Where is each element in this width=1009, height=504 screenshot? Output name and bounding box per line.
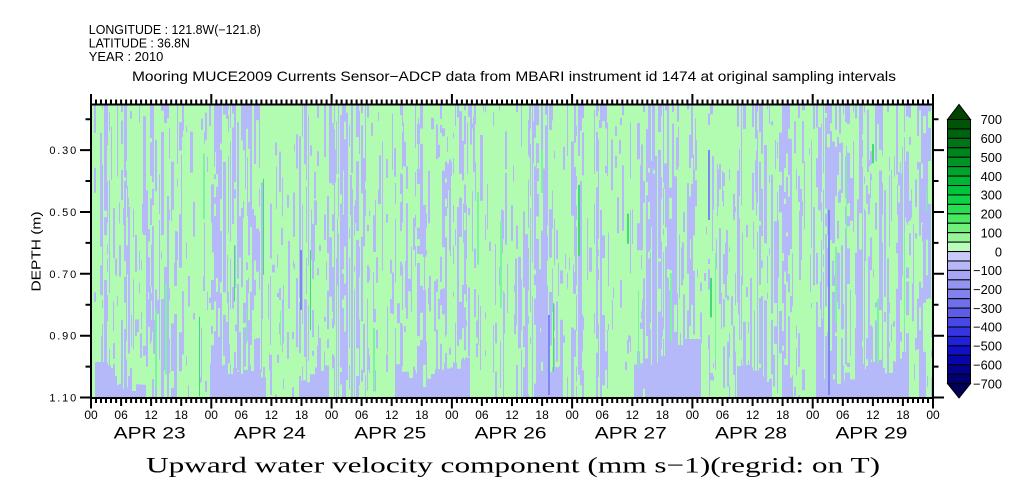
svg-text:500: 500 [981, 150, 1002, 165]
svg-text:18: 18 [295, 408, 309, 422]
svg-text:0.30: 0.30 [49, 145, 78, 157]
svg-text:−500: −500 [973, 339, 1002, 354]
svg-text:−400: −400 [973, 320, 1002, 335]
svg-text:00: 00 [806, 408, 820, 422]
svg-text:18: 18 [896, 408, 910, 422]
svg-text:12: 12 [144, 408, 158, 422]
svg-text:1.10: 1.10 [49, 393, 78, 405]
svg-text:200: 200 [981, 207, 1002, 222]
svg-text:400: 400 [981, 169, 1002, 184]
svg-text:Upward water velocity componen: Upward water velocity component (mm s−1)… [146, 452, 880, 477]
svg-text:DEPTH (m): DEPTH (m) [29, 212, 44, 292]
svg-text:−200: −200 [973, 282, 1002, 297]
svg-text:12: 12 [626, 408, 640, 422]
svg-text:APR 25: APR 25 [354, 424, 426, 443]
svg-text:18: 18 [535, 408, 549, 422]
svg-text:12: 12 [505, 408, 519, 422]
svg-text:18: 18 [175, 408, 189, 422]
svg-text:06: 06 [475, 408, 489, 422]
svg-text:−600: −600 [973, 357, 1002, 372]
svg-text:LONGITUDE : 121.8W(−121.8): LONGITUDE : 121.8W(−121.8) [89, 23, 261, 37]
svg-text:0.50: 0.50 [49, 207, 78, 219]
svg-text:00: 00 [565, 408, 579, 422]
svg-text:06: 06 [596, 408, 610, 422]
svg-text:00: 00 [325, 408, 339, 422]
svg-text:100: 100 [981, 225, 1002, 240]
svg-text:18: 18 [656, 408, 670, 422]
svg-text:06: 06 [355, 408, 369, 422]
svg-text:0.70: 0.70 [49, 269, 78, 281]
svg-text:00: 00 [926, 408, 940, 422]
svg-text:12: 12 [746, 408, 760, 422]
svg-text:00: 00 [84, 408, 98, 422]
svg-text:06: 06 [114, 408, 128, 422]
svg-text:LATITUDE : 36.8N: LATITUDE : 36.8N [89, 36, 190, 50]
svg-text:18: 18 [415, 408, 429, 422]
svg-text:0: 0 [995, 244, 1002, 259]
svg-text:12: 12 [866, 408, 880, 422]
svg-text:APR 24: APR 24 [234, 424, 306, 443]
svg-text:00: 00 [445, 408, 459, 422]
svg-text:00: 00 [686, 408, 700, 422]
svg-text:APR 26: APR 26 [475, 424, 547, 443]
svg-text:00: 00 [205, 408, 219, 422]
svg-text:06: 06 [836, 408, 850, 422]
svg-text:−700: −700 [973, 376, 1002, 391]
svg-text:700: 700 [981, 112, 1002, 127]
svg-text:18: 18 [776, 408, 790, 422]
svg-text:APR 29: APR 29 [835, 424, 907, 443]
svg-text:06: 06 [235, 408, 249, 422]
svg-text:APR 27: APR 27 [595, 424, 667, 443]
svg-text:12: 12 [265, 408, 279, 422]
svg-text:600: 600 [981, 131, 1002, 146]
svg-text:Mooring MUCE2009 Currents Sens: Mooring MUCE2009 Currents Sensor−ADCP da… [132, 68, 896, 84]
svg-text:−300: −300 [973, 301, 1002, 316]
svg-text:APR 23: APR 23 [114, 424, 186, 443]
svg-text:0.90: 0.90 [49, 331, 78, 343]
svg-text:12: 12 [385, 408, 399, 422]
svg-text:YEAR : 2010: YEAR : 2010 [89, 50, 164, 64]
svg-text:APR 28: APR 28 [715, 424, 787, 443]
svg-text:−100: −100 [973, 263, 1002, 278]
svg-text:06: 06 [716, 408, 730, 422]
svg-text:300: 300 [981, 188, 1002, 203]
